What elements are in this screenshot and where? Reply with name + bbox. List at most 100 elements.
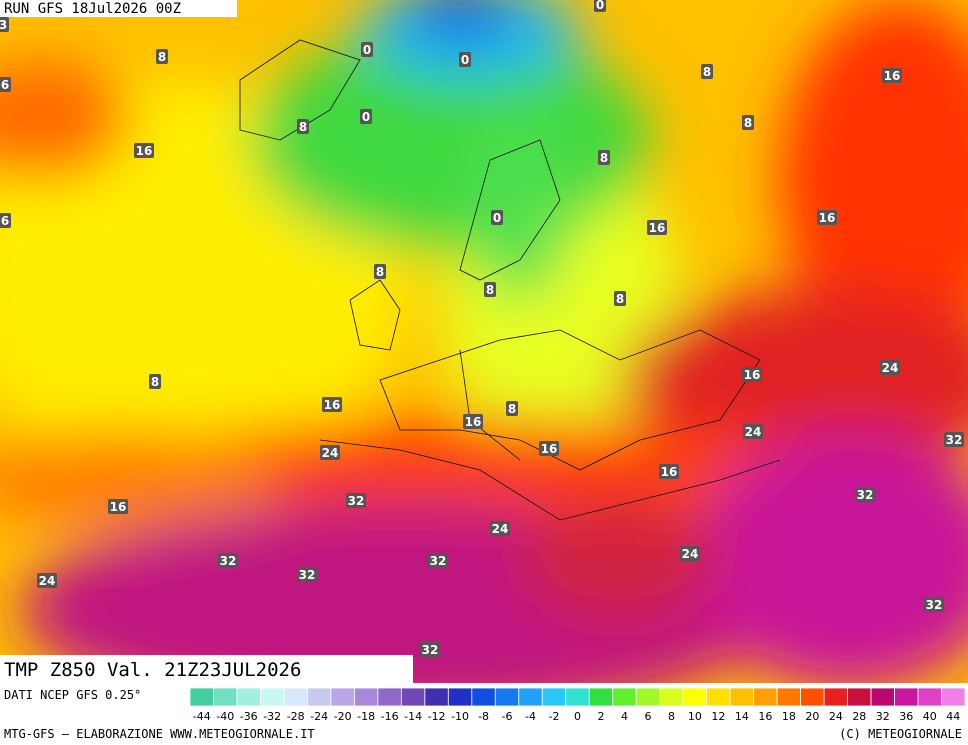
- contour-label-box: [297, 119, 309, 134]
- scale-swatch: [353, 687, 379, 707]
- contour-label-box: [680, 546, 700, 561]
- scale-label: -24: [310, 710, 328, 723]
- contour-label-box: [0, 17, 9, 32]
- contour-label: 0: [596, 0, 604, 12]
- scale-swatch: [659, 687, 684, 707]
- scale-swatch: [330, 687, 355, 707]
- contour-label: 16: [819, 211, 836, 225]
- field-box: [0, 655, 413, 683]
- scale-label: -28: [287, 710, 305, 723]
- contour-label: 0: [461, 53, 469, 67]
- scale-swatch: [236, 687, 261, 707]
- contour-label-box: [420, 642, 440, 657]
- contour-label: 16: [649, 221, 666, 235]
- scale-swatch: [518, 687, 543, 707]
- contour-label: 0: [363, 43, 371, 57]
- contour-label-box: [855, 487, 875, 502]
- contour-label-box: [37, 573, 57, 588]
- contour-label: 24: [492, 522, 509, 536]
- contour-label-box: [742, 367, 762, 382]
- contour-label: 24: [322, 446, 339, 460]
- credit-label: MTG-GFS — ELABORAZIONE WWW.METEOGIORNALE…: [4, 727, 315, 741]
- scale-swatch: [471, 687, 496, 707]
- scale-swatch: [706, 687, 731, 707]
- contour-label: 24: [39, 574, 56, 588]
- contour-label-box: [0, 213, 11, 228]
- contour-label: 16: [465, 415, 482, 429]
- contour-label: 6: [1, 78, 9, 92]
- contour-label: 8: [744, 116, 752, 130]
- contour-label: 32: [422, 643, 439, 657]
- scale-label: -32: [263, 710, 281, 723]
- contour-label-box: [0, 77, 11, 92]
- contour-label-box: [428, 553, 448, 568]
- scale-label: 0: [574, 710, 581, 723]
- scale-label: -20: [334, 710, 352, 723]
- scale-label: 6: [644, 710, 651, 723]
- contour-label-box: [463, 414, 483, 429]
- contour-label-box: [361, 42, 373, 57]
- contour-label-box: [156, 49, 168, 64]
- scale-label: 8: [668, 710, 675, 723]
- scale-swatch: [894, 687, 919, 707]
- contour-label-box: [346, 493, 366, 508]
- scale-swatch: [189, 687, 214, 707]
- contour-label: 16: [884, 69, 901, 83]
- contour-label-box: [484, 282, 496, 297]
- scale-label: -44: [193, 710, 211, 723]
- contour-label-box: [924, 597, 944, 612]
- scale-label: -16: [381, 710, 399, 723]
- contour-label: 16: [136, 144, 153, 158]
- scale-swatch: [682, 687, 708, 707]
- contour-label: 8: [151, 375, 159, 389]
- contour-label-box: [598, 150, 610, 165]
- contour-label: 8: [158, 50, 166, 64]
- source-label: DATI NCEP GFS 0.25°: [4, 688, 141, 702]
- scale-swatch: [424, 687, 449, 707]
- contour-label-box: [880, 360, 900, 375]
- contour-label: 16: [661, 465, 678, 479]
- scale-label: -12: [428, 710, 446, 723]
- contour-label-box: [944, 432, 964, 447]
- scale-label: -6: [502, 710, 513, 723]
- contour-label-box: [320, 445, 340, 460]
- scale-swatch: [870, 687, 895, 707]
- scale-swatch: [494, 687, 520, 707]
- contour-label: 8: [703, 65, 711, 79]
- contour-label: 32: [299, 568, 316, 582]
- scale-label: 16: [758, 710, 772, 723]
- copyright-label: (C) METEOGIORNALE: [839, 727, 962, 741]
- scale-swatch: [847, 687, 872, 707]
- scale-label: 44: [946, 710, 960, 723]
- contour-label: 32: [430, 554, 447, 568]
- contour-label: 3: [0, 18, 7, 32]
- scale-label: -36: [240, 710, 258, 723]
- scale-label: 32: [876, 710, 890, 723]
- scale-swatch: [307, 687, 332, 707]
- contour-label-box: [149, 374, 161, 389]
- scale-label: -10: [451, 710, 469, 723]
- contour-label: 32: [857, 488, 874, 502]
- contour-label: 6: [1, 214, 9, 228]
- contour-label: 32: [926, 598, 943, 612]
- scale-swatch: [588, 687, 614, 707]
- contour-label-box: [218, 553, 238, 568]
- temperature-field: [0, 0, 968, 720]
- scale-swatch: [565, 687, 590, 707]
- contour-label: 32: [946, 433, 963, 447]
- contour-label: 16: [541, 442, 558, 456]
- scale-swatch: [377, 687, 402, 707]
- scale-swatch: [635, 687, 661, 707]
- scale-label: 20: [805, 710, 819, 723]
- contour-label: 16: [324, 398, 341, 412]
- contour-label-box: [647, 220, 667, 235]
- contour-label: 16: [110, 500, 127, 514]
- scale-swatch: [823, 687, 848, 707]
- contour-label: 8: [600, 151, 608, 165]
- contour-label: 0: [362, 110, 370, 124]
- scale-swatch: [753, 687, 778, 707]
- scale-swatch: [917, 687, 942, 707]
- scale-swatch: [776, 687, 802, 707]
- contour-label-box: [817, 210, 837, 225]
- contour-label: 8: [616, 292, 624, 306]
